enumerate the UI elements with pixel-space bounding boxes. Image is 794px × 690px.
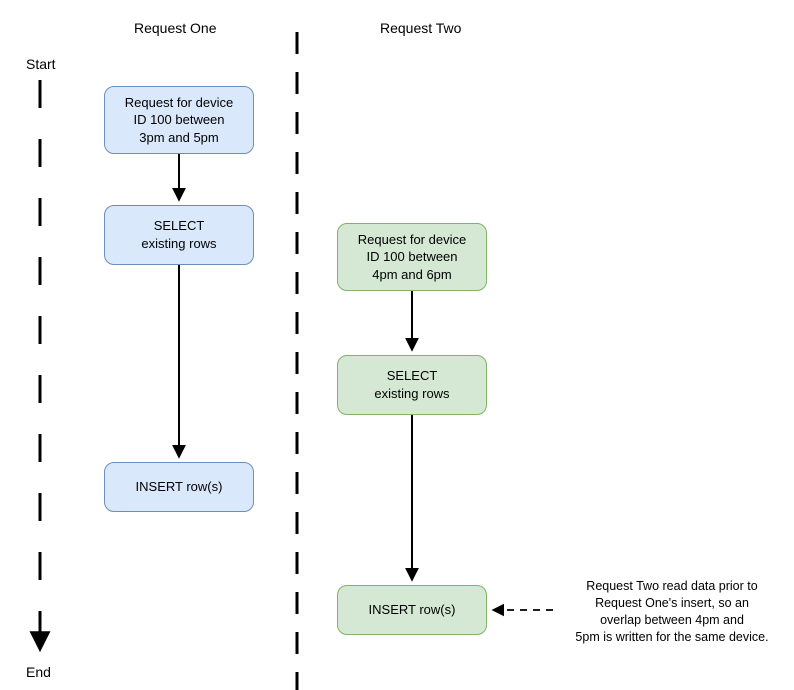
header-request-one: Request One <box>134 20 217 36</box>
node-r1-select: SELECTexisting rows <box>104 205 254 265</box>
node-text: SELECTexisting rows <box>374 367 449 402</box>
node-text: INSERT row(s) <box>136 478 223 496</box>
node-r1-request: Request for deviceID 100 between3pm and … <box>104 86 254 154</box>
node-text: SELECTexisting rows <box>141 217 216 252</box>
node-r2-insert: INSERT row(s) <box>337 585 487 635</box>
node-r2-select: SELECTexisting rows <box>337 355 487 415</box>
end-label: End <box>26 664 51 680</box>
node-text: INSERT row(s) <box>369 601 456 619</box>
header-request-two: Request Two <box>380 20 461 36</box>
start-label: Start <box>26 56 56 72</box>
annotation-text: Request Two read data prior toRequest On… <box>556 578 788 646</box>
node-text: Request for deviceID 100 between3pm and … <box>125 94 233 147</box>
node-r1-insert: INSERT row(s) <box>104 462 254 512</box>
node-r2-request: Request for deviceID 100 between4pm and … <box>337 223 487 291</box>
node-text: Request for deviceID 100 between4pm and … <box>358 231 466 284</box>
